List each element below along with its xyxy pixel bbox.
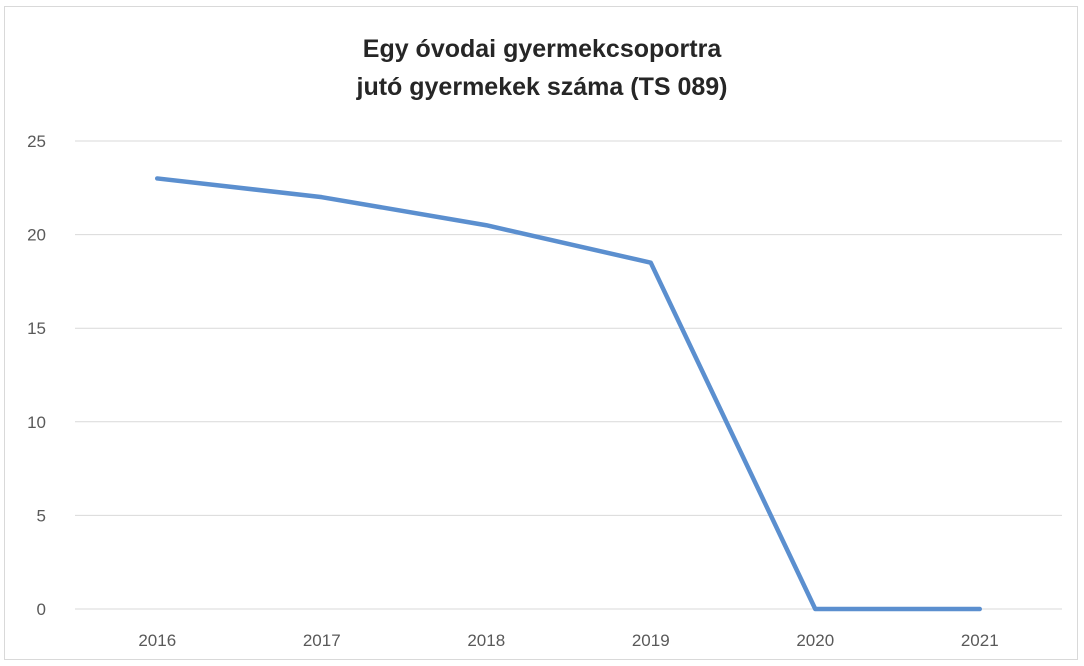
chart-frame: [4, 6, 1078, 660]
chart-title-line-1: Egy óvodai gyermekcsoportra: [362, 35, 722, 63]
y-tick-label-5: 5: [37, 506, 46, 525]
x-tick-label-2021: 2021: [961, 631, 999, 650]
x-tick-label-2020: 2020: [796, 631, 834, 650]
chart-title: Egy óvodai gyermekcsoportra jutó gyermek…: [0, 30, 1084, 106]
y-tick-label-10: 10: [27, 413, 46, 432]
y-tick-label-20: 20: [27, 226, 46, 245]
chart-title-line-2: jutó gyermekek száma (TS 089): [356, 73, 728, 101]
series-line-0: [155, 176, 982, 612]
y-tick-label-25: 25: [27, 132, 46, 151]
x-tick-label-2017: 2017: [303, 631, 341, 650]
x-tick-label-2018: 2018: [467, 631, 505, 650]
y-tick-label-0: 0: [37, 600, 46, 619]
x-tick-label-2016: 2016: [138, 631, 176, 650]
x-tick-label-2019: 2019: [632, 631, 670, 650]
y-tick-label-15: 15: [27, 319, 46, 338]
